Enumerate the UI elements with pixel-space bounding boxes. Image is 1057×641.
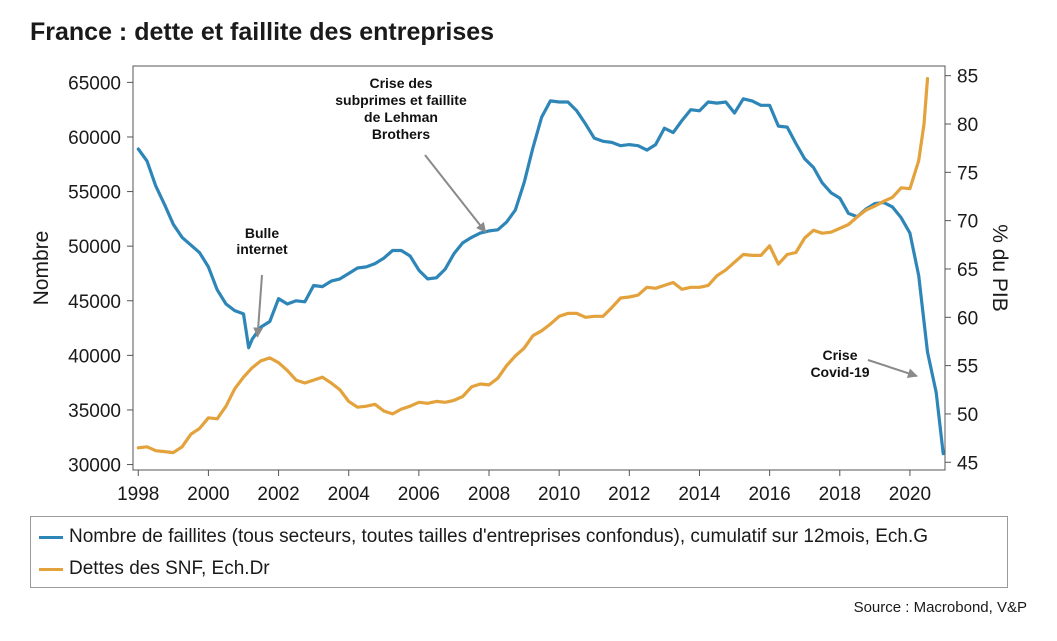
x-tick-label: 2014 xyxy=(678,484,721,505)
annotation-crise-subprimes-arrow xyxy=(424,154,487,233)
annotation-crise-subprimes-text: de Lehman xyxy=(364,109,438,125)
annotation-crise-subprimes-text: Brothers xyxy=(372,126,431,142)
y-right-tick-label: 80 xyxy=(957,115,978,136)
y-right-tick-label: 65 xyxy=(957,260,978,281)
series-layer xyxy=(136,76,945,456)
y-right-tick-label: 55 xyxy=(957,357,978,378)
legend-label-dettes: Dettes des SNF, Ech.Dr xyxy=(69,558,270,579)
legend: Nombre de faillites (tous secteurs, tout… xyxy=(30,516,1008,588)
annotation-bulle-internet-arrow xyxy=(253,274,264,338)
legend-swatch-faillites xyxy=(39,535,63,539)
plot-frame xyxy=(132,65,946,471)
annotation-crise-covid-arrow xyxy=(867,359,918,379)
y-left-tick-label: 50000 xyxy=(68,237,121,258)
series-line-faillites xyxy=(136,97,945,456)
y-right-tick-label: 45 xyxy=(957,453,978,474)
y-left-tick-label: 60000 xyxy=(68,128,121,149)
y-left-tick-label: 45000 xyxy=(68,292,121,313)
source-note: Source : Macrobond, V&P xyxy=(853,599,1027,616)
legend-swatch-dettes xyxy=(39,567,63,571)
x-tick-label: 2010 xyxy=(538,484,580,505)
x-tick-label: 2020 xyxy=(889,484,931,505)
y-left-tick-label: 55000 xyxy=(68,183,121,204)
x-tick-label: 2000 xyxy=(187,484,229,505)
x-tick-label: 2002 xyxy=(257,484,299,505)
x-tick-label: 2008 xyxy=(468,484,510,505)
x-tick-label: 2018 xyxy=(819,484,861,505)
annotation-bulle-internet-text: Bulle xyxy=(245,225,279,241)
y-right-tick-label: 85 xyxy=(957,67,978,88)
chart-title: France : dette et faillite des entrepris… xyxy=(30,18,495,46)
x-tick-label: 2004 xyxy=(328,484,371,505)
y-left-tick-label: 30000 xyxy=(68,456,121,477)
y-left-tick-label: 65000 xyxy=(68,73,121,94)
series-line-dettes xyxy=(136,76,930,455)
annotation-bulle-internet-text: internet xyxy=(236,241,288,257)
legend-label-faillites: Nombre de faillites (tous secteurs, tout… xyxy=(69,526,929,547)
y-left-axis-title: Nombre xyxy=(30,231,53,306)
annotation-crise-covid-text: Covid-19 xyxy=(810,364,869,380)
annotation-crise-subprimes-text: subprimes et faillite xyxy=(335,92,467,108)
x-tick-label: 2012 xyxy=(608,484,650,505)
y-right-tick-label: 60 xyxy=(957,308,978,329)
y-right-tick-label: 75 xyxy=(957,163,978,184)
y-right-tick-label: 70 xyxy=(957,212,978,233)
x-tick-label: 2016 xyxy=(748,484,790,505)
legend-item-faillites: Nombre de faillites (tous secteurs, tout… xyxy=(39,526,928,548)
x-tick-label: 2006 xyxy=(398,484,440,505)
y-left-tick-label: 40000 xyxy=(68,346,121,367)
x-tick-label: 1998 xyxy=(117,484,159,505)
y-left-tick-label: 35000 xyxy=(68,401,121,422)
annotation-crise-covid-text: Crise xyxy=(822,347,857,363)
y-right-tick-label: 50 xyxy=(957,405,978,426)
axes-layer: 1998 2000 2002 2004 2006 2008 2010 2012 2014 2016… xyxy=(30,65,1011,505)
legend-item-dettes: Dettes des SNF, Ech.Dr xyxy=(39,558,270,580)
y-right-axis-title: % du PIB xyxy=(988,224,1011,312)
annotation-crise-subprimes-text: Crise des xyxy=(369,75,432,91)
